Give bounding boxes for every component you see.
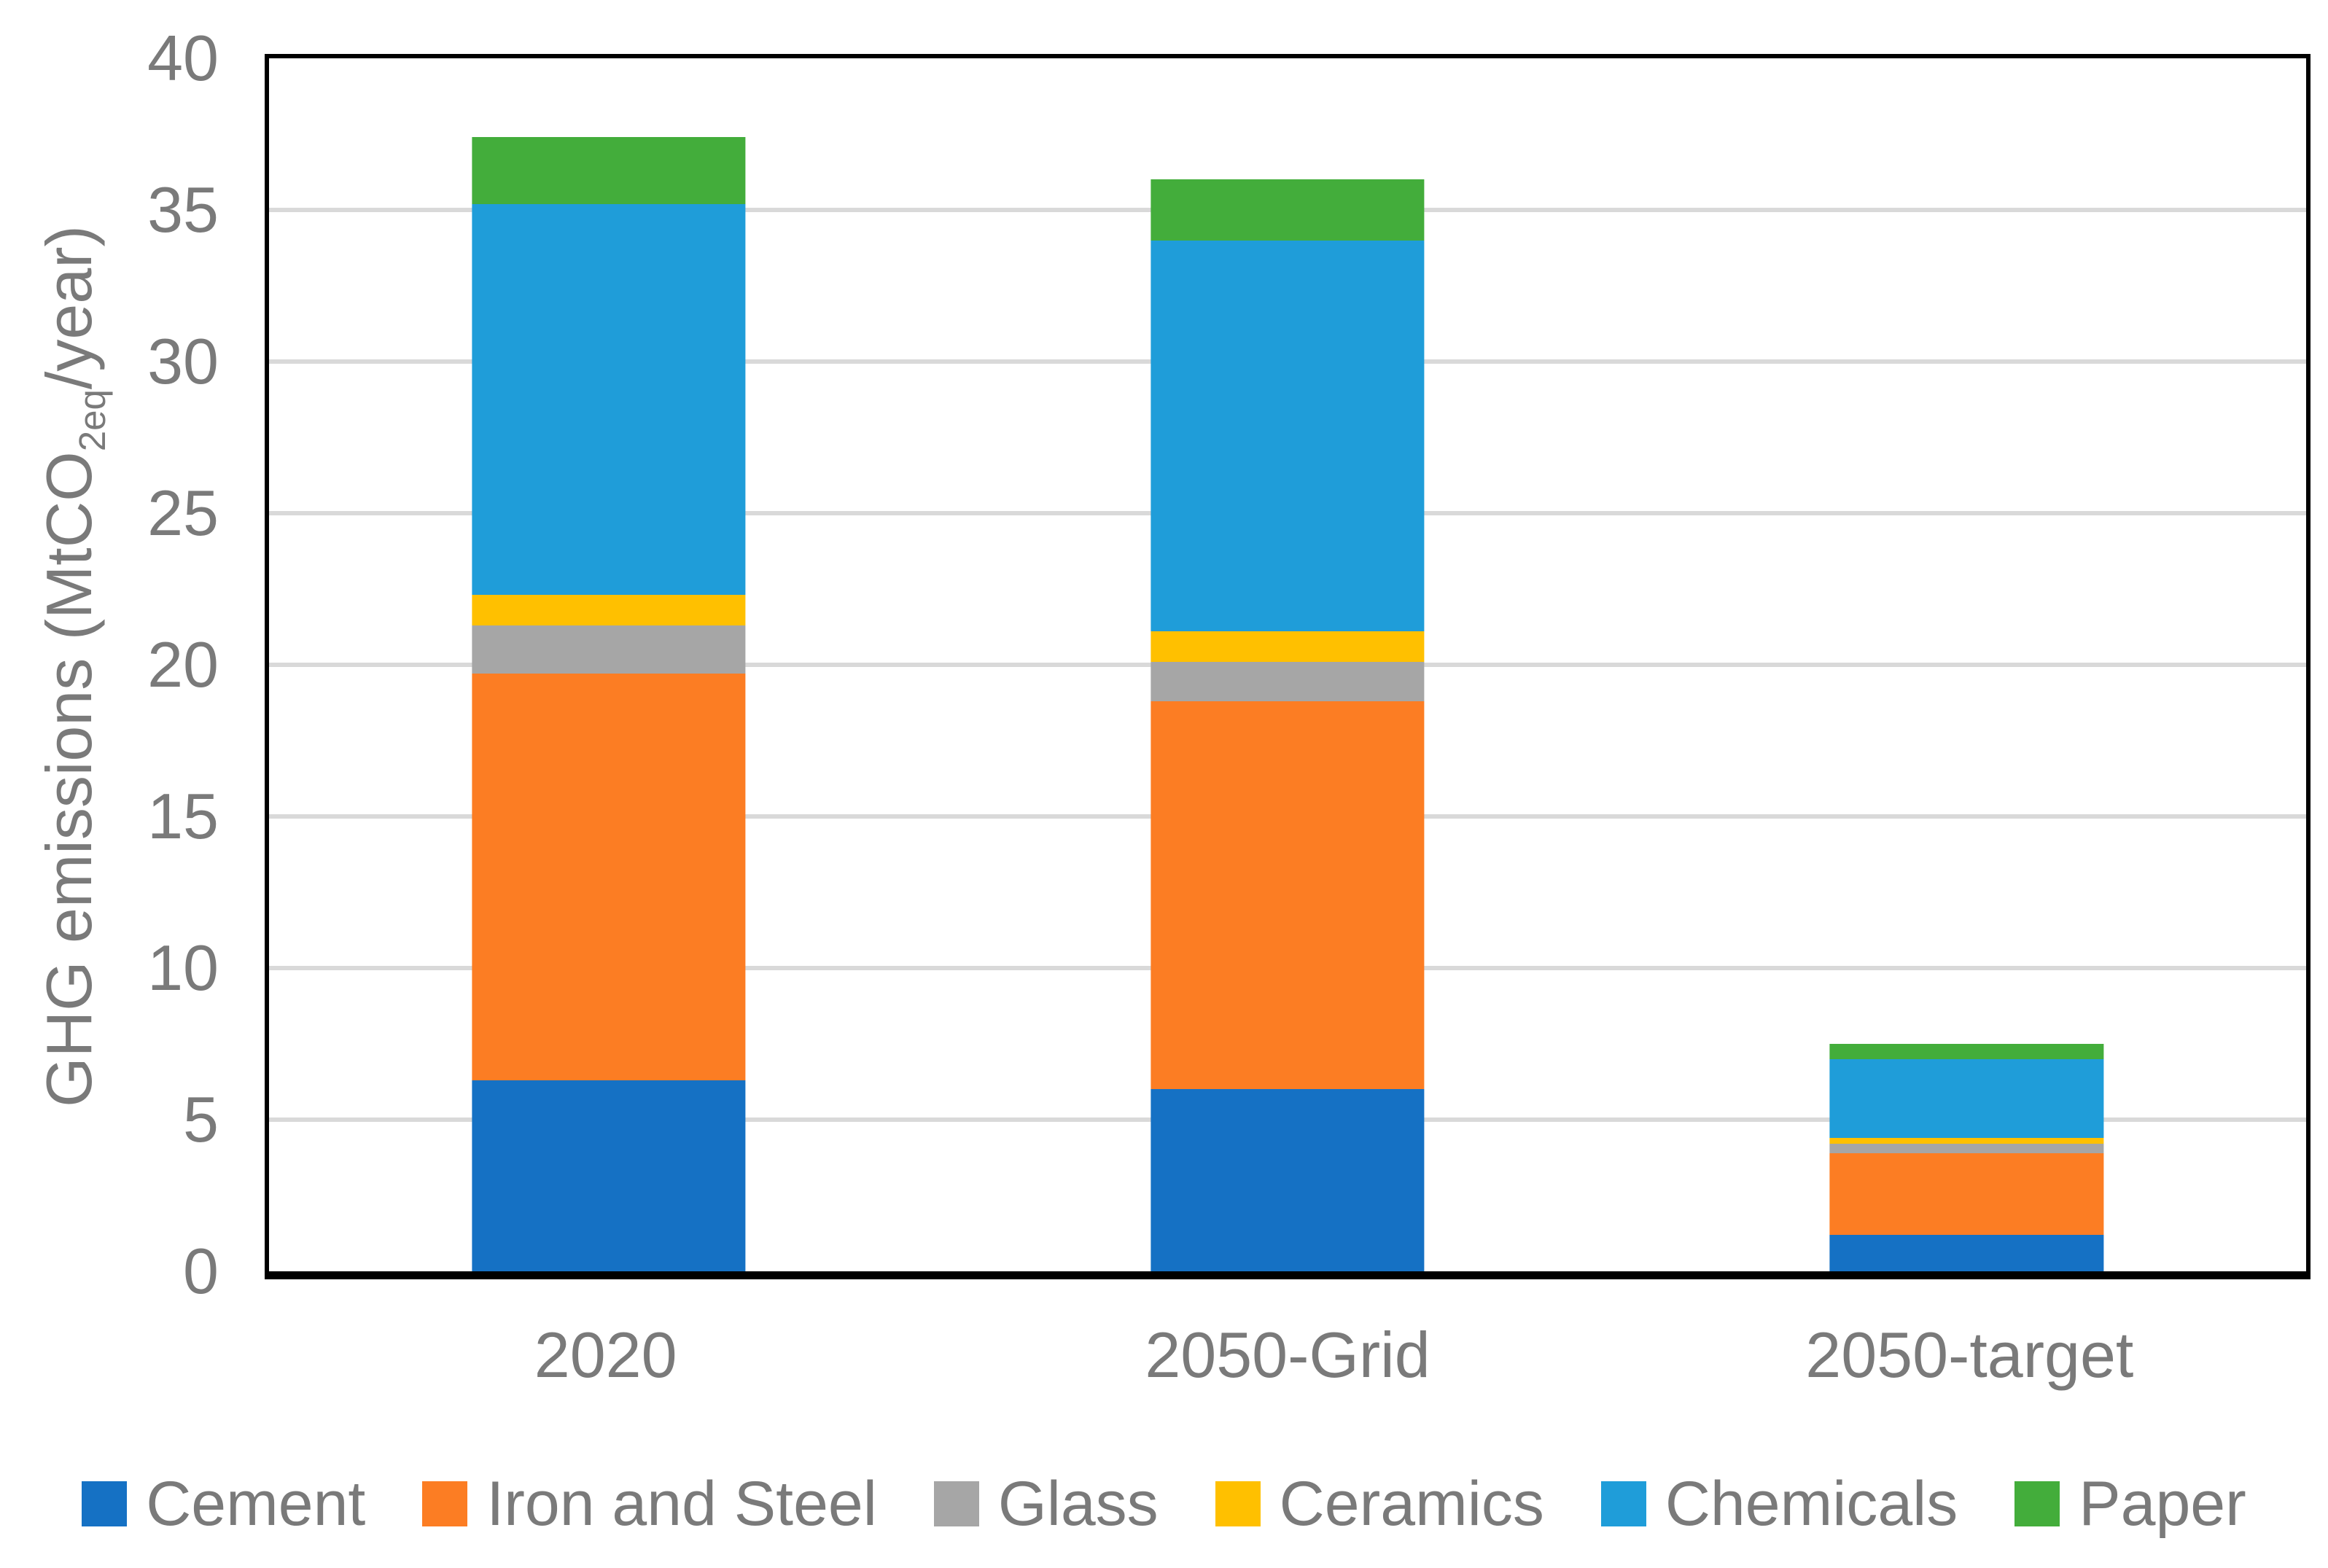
legend-label-paper: Paper: [2079, 1468, 2246, 1539]
legend-label-glass: Glass: [997, 1468, 1159, 1539]
bar-segment-2050-target-cement: [1829, 1235, 2103, 1271]
legend-swatch-cement: [82, 1481, 128, 1526]
y-tick-label-30: 30: [147, 325, 219, 397]
legend-label-iron-and-steel: Iron and Steel: [486, 1468, 877, 1539]
legend-label-chemicals: Chemicals: [1665, 1468, 1958, 1539]
bar-2050-target: [1829, 58, 2103, 1271]
bar-segment-2050-grid-chemicals: [1151, 240, 1425, 632]
y-tick-label-0: 0: [183, 1235, 219, 1307]
x-axis-labels: 2020 2050-Grid 2050-target: [265, 1318, 2311, 1392]
plot-area: [265, 54, 2311, 1279]
bar-segment-2020-chemicals: [472, 203, 746, 596]
bar-series-area: [269, 58, 2306, 1271]
x-label-2050-grid: 2050-Grid: [1145, 1319, 1430, 1391]
bar-segment-2020-cement: [472, 1080, 746, 1271]
bar-segment-2050-target-glass: [1829, 1144, 2103, 1153]
bar-segment-2050-grid-cement: [1151, 1089, 1425, 1271]
y-tick-label-10: 10: [147, 932, 219, 1004]
legend-swatch-iron-and-steel: [422, 1481, 468, 1526]
bar-segment-2050-grid-paper: [1151, 179, 1425, 241]
y-tick-label-15: 15: [147, 780, 219, 852]
legend-item-paper: Paper: [2014, 1468, 2246, 1540]
bar-segment-2020-ceramics: [472, 595, 746, 625]
y-axis-tick-labels: 0 5 10 15 20 25 30 35 40: [0, 22, 219, 1307]
legend-item-chemicals: Chemicals: [1600, 1468, 1958, 1540]
bar-segment-2020-glass: [472, 625, 746, 674]
legend-swatch-paper: [2014, 1481, 2060, 1526]
y-tick-label-5: 5: [183, 1083, 219, 1155]
y-tick-label-25: 25: [147, 477, 219, 549]
x-label-2020: 2020: [534, 1319, 677, 1391]
bar-2050-grid: [1151, 58, 1425, 1271]
legend-label-ceramics: Ceramics: [1279, 1468, 1544, 1539]
y-tick-label-35: 35: [147, 173, 219, 246]
bar-segment-2050-grid-iron-and-steel: [1151, 701, 1425, 1090]
bar-segment-2020-paper: [472, 137, 746, 204]
legend-item-iron-and-steel: Iron and Steel: [422, 1468, 877, 1540]
legend: Cement Iron and Steel Glass Ceramics Chemica…: [0, 1456, 2328, 1551]
bar-segment-2050-target-chemicals: [1829, 1058, 2103, 1138]
legend-item-glass: Glass: [933, 1468, 1159, 1540]
bar-segment-2050-target-ceramics: [1829, 1138, 2103, 1144]
bar-2020: [472, 58, 746, 1271]
x-label-2050-target: 2050-target: [1805, 1319, 2134, 1391]
legend-swatch-chemicals: [1600, 1481, 1646, 1526]
bar-segment-2050-grid-ceramics: [1151, 631, 1425, 662]
bar-segment-2050-grid-glass: [1151, 661, 1425, 701]
legend-item-cement: Cement: [82, 1468, 365, 1540]
bar-segment-2020-iron-and-steel: [472, 674, 746, 1080]
legend-item-ceramics: Ceramics: [1215, 1468, 1544, 1540]
legend-swatch-glass: [933, 1481, 979, 1526]
legend-swatch-ceramics: [1215, 1481, 1261, 1526]
y-tick-label-40: 40: [147, 22, 219, 94]
bar-segment-2050-target-iron-and-steel: [1829, 1152, 2103, 1236]
y-tick-label-20: 20: [147, 628, 219, 701]
bar-segment-2050-target-paper: [1829, 1044, 2103, 1059]
legend-label-cement: Cement: [146, 1468, 366, 1539]
